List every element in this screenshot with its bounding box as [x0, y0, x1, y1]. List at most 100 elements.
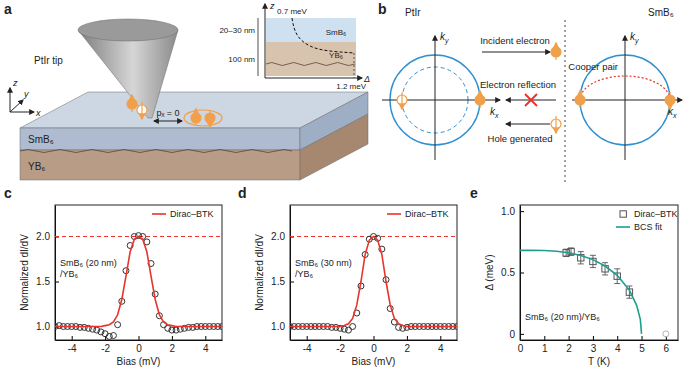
error-bar-part	[590, 255, 596, 256]
inset-yb6	[266, 42, 356, 76]
error-bar-part	[578, 263, 584, 264]
spin-arrow	[669, 92, 670, 109]
tick-mark	[520, 211, 524, 212]
layer-label: SmB₆	[326, 28, 347, 37]
tick-label: 3	[591, 343, 597, 354]
tick-label: 1.5	[36, 276, 50, 287]
tick-mark	[544, 336, 545, 340]
tick-mark	[407, 336, 408, 340]
tick-label: 4	[615, 343, 621, 354]
particle	[551, 43, 561, 60]
error-bar-part	[590, 267, 596, 268]
cooper-pair	[184, 110, 222, 126]
tick-mark	[340, 336, 341, 340]
spin-arrow	[131, 95, 132, 112]
tick: 5	[639, 336, 645, 354]
plot-area	[520, 248, 669, 337]
tick-mark	[569, 336, 570, 340]
y-axis: 0 0.5 1.0	[501, 206, 524, 341]
tick-label: 1.0	[36, 321, 50, 332]
tip-top	[78, 19, 178, 41]
tick-label: 0	[136, 343, 142, 354]
chart: d-4-20241.01.52.0Dirac–BTKSmB₆ (30 nm)/Y…	[238, 185, 460, 367]
error-bar-part	[571, 248, 572, 255]
process-label: Electron reflection	[480, 79, 556, 90]
data-point	[190, 324, 196, 330]
annotation: /YB₆	[60, 269, 79, 279]
data-point	[81, 324, 87, 330]
process-arrow	[482, 52, 550, 53]
tick-label: 2	[170, 343, 176, 354]
x-axis-title: Bias (mV)	[352, 356, 396, 367]
k-axis	[435, 36, 436, 160]
axis-symbol: kx	[490, 106, 499, 119]
data-point	[663, 331, 669, 337]
tick: -4	[303, 336, 312, 354]
layer-label: SmB₆	[28, 134, 54, 145]
tick-mark	[172, 336, 173, 340]
tick-label: 0	[509, 329, 515, 340]
tick-label: 1.0	[501, 206, 515, 217]
plot-frame	[55, 205, 222, 340]
particle	[397, 92, 407, 109]
momentum-arrow	[154, 121, 182, 122]
axis-arrow	[10, 88, 11, 112]
panel-label: b	[378, 1, 387, 17]
plot-frame	[290, 205, 457, 340]
error-bar-part	[614, 283, 620, 284]
panel-label: a	[4, 1, 12, 17]
fit-line	[520, 250, 642, 333]
tick: -4	[68, 336, 77, 354]
k-axis	[625, 36, 626, 160]
tick-label: 0	[371, 343, 377, 354]
data-point	[56, 323, 62, 329]
tick-label: 0.5	[501, 267, 515, 278]
tick: 3	[591, 336, 597, 354]
gap-label: 0.7 meV	[277, 7, 307, 16]
data-point	[173, 327, 179, 333]
data-point	[115, 322, 121, 328]
y-axis-title: Δ (meV)	[484, 254, 495, 290]
gap-label: 1.2 meV	[336, 82, 366, 91]
error-bar-part	[578, 251, 584, 252]
yb6-layer	[20, 150, 300, 180]
tick-label: 4	[438, 343, 444, 354]
spin-arrow	[195, 109, 196, 126]
axis-arrow	[10, 100, 23, 112]
thickness-label: 20–30 nm	[219, 26, 255, 35]
layer-label: YB₆	[28, 161, 45, 172]
axis-symbol: ky	[440, 31, 449, 45]
tick-label: -4	[303, 343, 312, 354]
tick-mark	[440, 336, 441, 340]
error-bar-part	[614, 268, 620, 269]
tick-label: 2	[405, 343, 411, 354]
symbol-sub: x	[494, 112, 499, 119]
interface	[20, 150, 292, 153]
inset-interface	[266, 63, 355, 66]
legend-label: Dirac–BTK	[405, 209, 449, 219]
panel-b: bPtIrSmB₆kykxkykxIncident electronElectr…	[378, 1, 682, 182]
error-bar-part	[602, 262, 608, 263]
tick-label: 2	[566, 343, 572, 354]
tick-label: 2.0	[271, 231, 285, 242]
tick-label: 0	[518, 343, 524, 354]
error-bar-part	[626, 298, 632, 299]
interface-line	[565, 20, 566, 182]
tick: -2	[336, 336, 345, 354]
axis-symbol: kx	[668, 106, 677, 119]
momentum-label: pₓ = 0	[156, 108, 179, 118]
thickness-label: 100 nm	[228, 55, 255, 64]
tick: 1.0	[501, 206, 524, 217]
x-axis-title: Bias (mV)	[117, 356, 161, 367]
x-axis: 0123456	[518, 336, 679, 354]
plot-area	[290, 234, 457, 334]
tick: -2	[101, 336, 110, 354]
tick-label: -2	[101, 343, 110, 354]
x-axis: -4 -2 0 2 4	[291, 336, 458, 354]
data-point	[350, 324, 356, 330]
thickness-bracket	[258, 18, 259, 42]
panel-label: c	[4, 185, 12, 201]
axis-symbol: x	[35, 108, 41, 118]
gap-profile	[292, 18, 354, 53]
tick: 1.5	[271, 276, 294, 287]
